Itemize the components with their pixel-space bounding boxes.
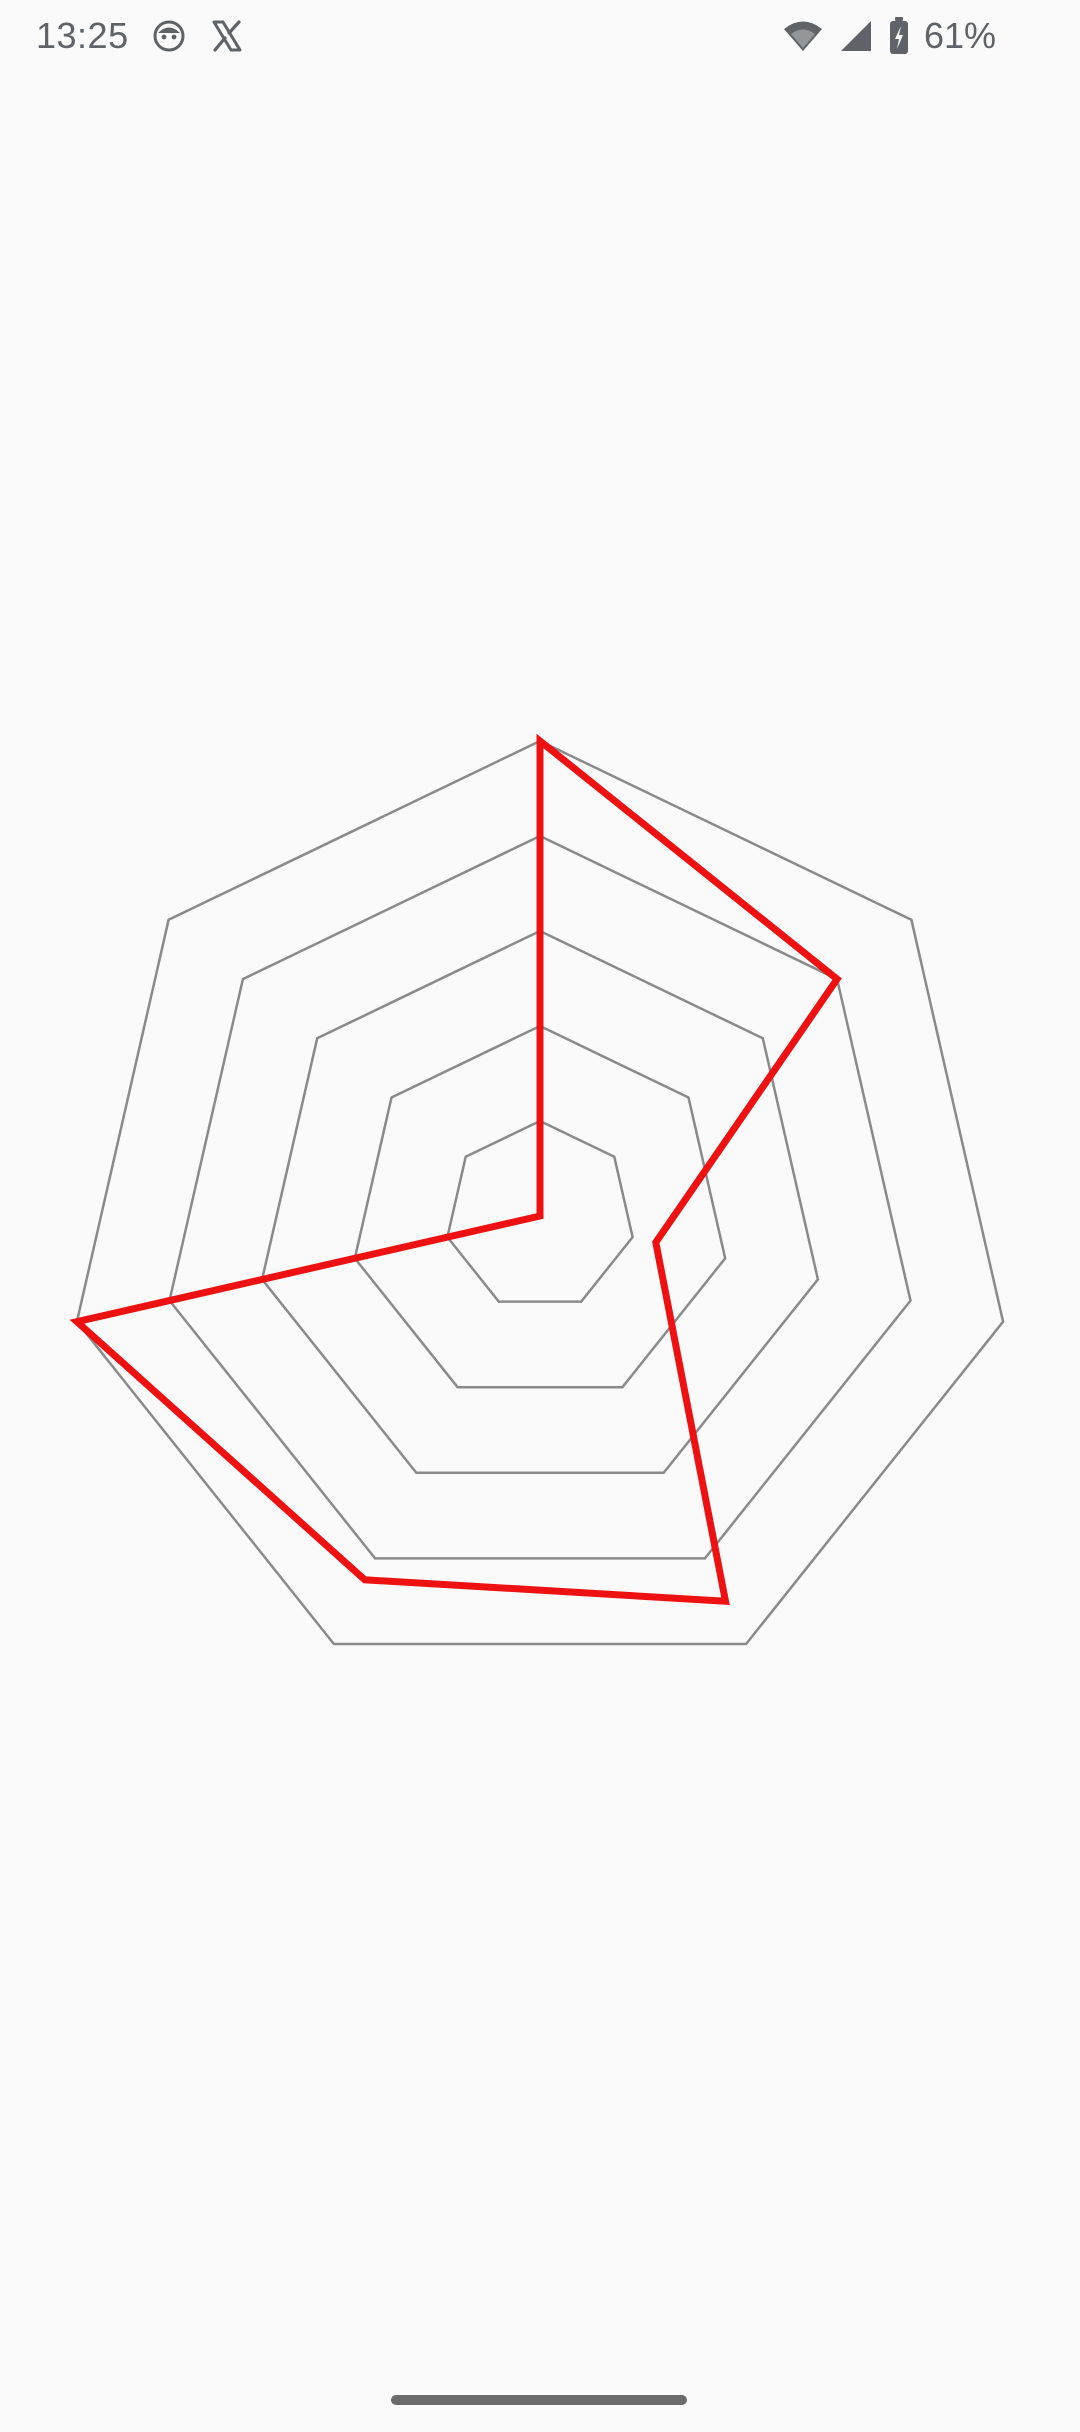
home-indicator[interactable]: [391, 2395, 687, 2405]
radar-grid-ring-5: [75, 739, 1005, 1646]
wifi-icon: [782, 18, 824, 54]
radar-grid-ring-4: [168, 834, 912, 1560]
status-bar: 13:25: [0, 0, 1080, 72]
battery-charging-icon: [888, 16, 910, 56]
android-face-icon: [151, 18, 187, 54]
battery-percent: 61%: [923, 15, 996, 56]
status-left: 13:25: [36, 12, 245, 60]
radar-series-group: [69, 733, 842, 1605]
radar-grid-ring-2: [353, 1024, 727, 1389]
radar-grid-ring-1: [446, 1119, 634, 1303]
radar-series-line-0: [69, 733, 842, 1605]
status-time: 13:25: [36, 15, 129, 56]
x-logo-icon: [209, 18, 245, 54]
cellular-signal-icon: [838, 18, 874, 54]
status-right: 61%: [782, 12, 996, 60]
